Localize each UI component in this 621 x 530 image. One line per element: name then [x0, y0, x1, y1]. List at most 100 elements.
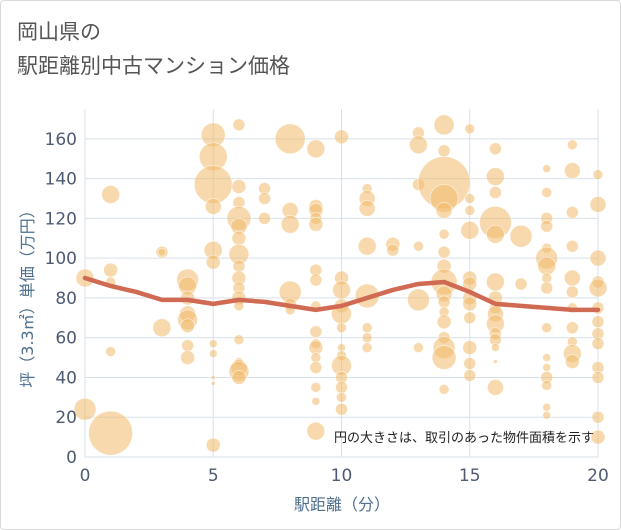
bubble-point-156 [542, 353, 552, 362]
bubble-point-49 [274, 123, 306, 155]
bubble-point-175 [589, 249, 607, 267]
bubble-point-63 [309, 325, 323, 339]
x-axis-title: 駅距離（分） [294, 495, 390, 514]
bubble-point-20 [193, 165, 233, 204]
y-tick-label-4: 80 [55, 289, 77, 309]
bubble-point-134 [485, 272, 505, 292]
bubble-point-105 [438, 228, 450, 240]
bubble-point-81 [335, 380, 348, 394]
bubble-point-29 [232, 118, 246, 132]
bubble-size-note: 円の大きさは、取引のあった物件面積を示す [334, 431, 594, 446]
y-tick-label-8: 160 [45, 130, 77, 150]
bubble-point-30 [231, 179, 247, 194]
bubble-point-174 [589, 196, 607, 213]
bubble-point-145 [514, 277, 528, 291]
bubble-point-87 [357, 236, 377, 256]
bubble-point-154 [540, 281, 554, 295]
bubble-point-165 [565, 239, 579, 253]
bubble-point-28 [205, 437, 221, 453]
bubble-point-163 [563, 162, 581, 180]
trend-line [82, 275, 601, 313]
bubble-point-21 [204, 198, 222, 215]
bubble-point-36 [232, 259, 246, 273]
bubble-point-70 [306, 421, 326, 441]
chart-title: 岡山県の 駅距離別中古マンション価格 [17, 15, 290, 83]
chart-title-line1: 岡山県の [17, 20, 101, 44]
bubble-point-117 [464, 123, 476, 135]
bubble-point-164 [565, 206, 579, 219]
bubble-point-152 [537, 256, 557, 276]
bubble-point-66 [310, 352, 322, 363]
bubble-point-116 [438, 383, 450, 395]
x-tick-label-3: 15 [459, 466, 481, 486]
bubble-point-155 [541, 322, 553, 334]
bubble-point-55 [306, 139, 326, 159]
bubble-point-86 [358, 200, 376, 217]
bubble-point-142 [492, 359, 498, 364]
bubble-point-143 [486, 378, 504, 396]
x-tick-label-0: 0 [80, 466, 91, 486]
bubble-point-71 [334, 129, 349, 145]
bubble-point-120 [460, 220, 480, 240]
y-tick-label-2: 40 [55, 368, 77, 388]
bubble-point-76 [336, 322, 347, 334]
bubble-point-183 [591, 371, 605, 384]
bubble-point-9 [152, 318, 172, 338]
bubble-point-161 [542, 410, 552, 420]
bubble-point-157 [542, 363, 552, 372]
bubble-point-17 [180, 350, 196, 365]
bubble-point-149 [540, 219, 554, 233]
bubble-point-167 [565, 285, 579, 299]
bubble-point-15 [180, 318, 196, 334]
bubble-point-184 [591, 410, 605, 424]
bubble-point-24 [208, 339, 218, 349]
x-tick-label-4: 20 [587, 466, 609, 486]
bubble-point-131 [488, 186, 502, 199]
bubble-point-16 [181, 339, 195, 353]
bubble-point-97 [413, 240, 424, 252]
x-tick-label-1: 5 [208, 466, 219, 486]
bubble-series [73, 114, 608, 456]
bubble-point-185 [590, 429, 606, 445]
bubble-point-98 [407, 288, 430, 312]
bubble-point-8 [157, 247, 167, 257]
bubble-point-125 [463, 311, 477, 325]
bubble-point-23 [205, 254, 221, 270]
bubble-point-47 [258, 192, 271, 205]
bubble-point-83 [335, 402, 348, 416]
bubble-point-25 [208, 349, 218, 358]
bubble-point-69 [311, 396, 321, 406]
bubble-point-162 [566, 139, 578, 151]
bubble-point-34 [231, 230, 247, 246]
bubble-point-118 [464, 193, 476, 204]
bubble-point-159 [541, 380, 553, 391]
bubble-point-177 [588, 278, 608, 298]
bubble-point-61 [309, 273, 323, 287]
bubble-point-26 [210, 375, 216, 380]
bubble-point-144 [509, 224, 533, 248]
bubble-point-67 [309, 361, 323, 374]
bubble-point-90 [361, 332, 373, 344]
chart-title-line2: 駅距離別中古マンション価格 [17, 54, 290, 78]
y-tick-label-6: 120 [45, 209, 77, 229]
y-tick-label-7: 140 [45, 170, 77, 190]
y-tick-label-3: 60 [55, 329, 77, 349]
bubble-point-160 [542, 402, 552, 412]
bubble-point-82 [336, 391, 347, 403]
bubble-point-45 [231, 370, 247, 385]
bubble-point-73 [332, 280, 351, 300]
bubble-point-153 [541, 272, 553, 284]
bubble-point-127 [463, 357, 477, 370]
bubble-point-101 [437, 144, 451, 158]
bubble-point-141 [490, 343, 500, 353]
bubble-point-166 [563, 269, 581, 287]
bubble-point-91 [361, 342, 373, 354]
bubble-point-181 [591, 337, 605, 351]
y-axis-title: 坪（3.3㎡）単価（万円） [18, 202, 37, 387]
bubble-point-27 [210, 381, 216, 386]
bubble-point-115 [431, 345, 457, 370]
axis-tick-labels: 0 20 40 60 80 100 120 140 160 0 5 10 15 20 [45, 130, 609, 486]
trend-line-series [82, 275, 601, 313]
bubble-point-68 [310, 381, 322, 393]
